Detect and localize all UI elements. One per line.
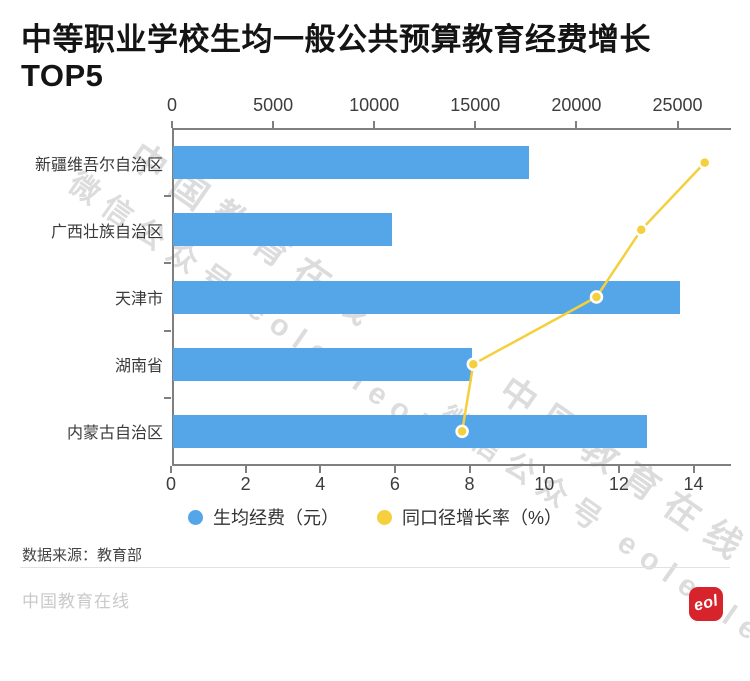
top-axis-tick-label: 25000 [652, 95, 703, 115]
legend-item-bar: 生均经费（元） [187, 504, 339, 530]
bottom-axis-tick [319, 466, 322, 473]
bottom-axis-tick [692, 466, 695, 473]
data-source-note: 数据来源：教育部 [22, 547, 143, 564]
bottom-axis-tick-label: 10 [534, 474, 555, 494]
top-axis-tick [676, 121, 679, 128]
bottom-axis-tick-label: 12 [608, 474, 629, 494]
legend-dot-yellow [376, 509, 392, 525]
bottom-axis-tick-label: 2 [240, 474, 251, 494]
category-axis-tick [164, 329, 171, 332]
category-axis-tick [164, 396, 171, 399]
top-axis-line [172, 128, 731, 130]
bottom-axis-tick [393, 466, 396, 473]
funding-bar [173, 347, 472, 381]
bottom-axis-tick [617, 466, 620, 473]
category-label: 新疆维吾尔自治区 [34, 156, 163, 174]
bottom-axis-tick-label: 14 [683, 474, 704, 494]
funding-bar [173, 213, 392, 247]
category-label: 天津市 [114, 291, 163, 308]
chart-title: 中等职业学校生均一般公共预算教育经费增长TOP5 [21, 22, 651, 93]
brand-name: 中国教育在线 [22, 592, 130, 611]
legend-label: 同口径增长率（%） [401, 508, 562, 528]
category-axis-tick [164, 262, 171, 265]
top-axis-tick-label: 0 [166, 95, 178, 115]
legend-label: 生均经费（元） [212, 508, 339, 528]
bottom-axis-tick [170, 466, 172, 473]
legend-item-line: 同口径增长率（%） [376, 504, 562, 530]
footer-divider [20, 567, 730, 568]
eol-logo-text: eol [691, 592, 720, 615]
bottom-axis-tick-label: 0 [165, 474, 177, 494]
funding-bar [173, 146, 529, 180]
top-axis-tick [373, 121, 376, 128]
top-axis-tick-label: 5000 [253, 95, 294, 115]
funding-bar [173, 280, 680, 314]
bottom-axis-tick-label: 8 [464, 474, 475, 494]
funding-bar [173, 414, 647, 448]
bottom-axis-tick [468, 466, 471, 473]
top-axis-tick-label: 20000 [551, 95, 602, 115]
category-axis-tick [164, 195, 171, 198]
bottom-axis-tick-label: 6 [389, 474, 400, 494]
top-axis-tick-label: 15000 [450, 95, 501, 115]
chart-plot-area: 0 5000 10000 15000 20000 25000 0 2 4 6 8 10 12 14 新疆维吾… [34, 95, 731, 494]
category-label: 湖南省 [114, 358, 163, 376]
top-axis-tick [272, 121, 275, 128]
eol-logo: eol [689, 587, 723, 621]
top-axis-tick [474, 121, 477, 128]
legend-dot-blue [187, 509, 203, 525]
bottom-axis-tick [244, 466, 247, 473]
bottom-axis-tick-label: 4 [315, 474, 326, 494]
bottom-axis-line [172, 464, 731, 466]
top-axis-tick-label: 10000 [349, 95, 400, 115]
bottom-axis-tick [543, 466, 546, 473]
category-label: 广西壮族自治区 [50, 223, 163, 241]
category-label: 内蒙古自治区 [66, 425, 163, 443]
top-axis-tick [171, 121, 173, 128]
chart-legend: 生均经费（元） 同口径增长率（%） [0, 504, 750, 530]
top-axis-tick [575, 121, 578, 128]
